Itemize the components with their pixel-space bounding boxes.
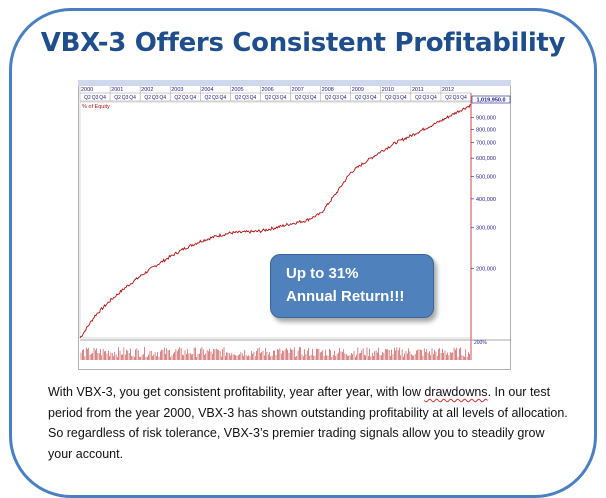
quarter-label: Q3: [272, 95, 279, 101]
description-paragraph: With VBX-3, you get consistent profitabi…: [48, 382, 568, 464]
quarter-label: Q4: [430, 95, 437, 101]
spellcheck-word: drawdowns: [424, 385, 488, 399]
quarter-label: Q3: [92, 95, 99, 101]
page-title: VBX-3 Offers Consistent Profitability: [40, 28, 566, 58]
quarter-label: Q2: [204, 95, 211, 101]
quarter-label: Q2: [295, 95, 302, 101]
y-tick-label: 700,000: [476, 141, 496, 147]
quarter-label: Q4: [340, 95, 347, 101]
chart-year-band: [78, 80, 511, 86]
last-value-label: 1,019,950.0: [476, 98, 505, 104]
quarter-label: Q2: [325, 95, 332, 101]
quarter-label: Q2: [415, 95, 422, 101]
year-label: 2008: [322, 87, 334, 93]
quarter-label: Q4: [189, 95, 196, 101]
quarter-label: Q2: [114, 95, 121, 101]
year-label: 2005: [231, 87, 243, 93]
year-label: 2012: [442, 87, 454, 93]
quarter-label: Q2: [385, 95, 392, 101]
quarter-label: Q3: [453, 95, 460, 101]
quarter-label: Q2: [84, 95, 91, 101]
quarter-label: Q2: [174, 95, 181, 101]
equity-series-line: [79, 103, 472, 339]
quarter-label: Q3: [332, 95, 339, 101]
year-label: 2010: [382, 87, 394, 93]
callout-line-1: Up to 31%: [286, 265, 359, 282]
description-part-2: . In our test period from the year 2000,…: [48, 385, 568, 461]
year-label: 2002: [141, 87, 153, 93]
chart-outer-border: [78, 80, 511, 370]
quarter-label: Q4: [310, 95, 317, 101]
quarter-label: Q2: [355, 95, 362, 101]
callout-line-2: Annual Return!!!: [286, 288, 405, 305]
year-label: 2001: [111, 87, 123, 93]
description-part-1: With VBX-3, you get consistent profitabi…: [48, 385, 425, 399]
quarter-label: Q3: [242, 95, 249, 101]
quarter-label: Q4: [220, 95, 227, 101]
quarter-label: Q3: [212, 95, 219, 101]
y-tick-label: 400,000: [476, 197, 496, 203]
y-axis-title: % of Equity: [82, 104, 110, 110]
quarter-label: Q3: [122, 95, 129, 101]
quarter-label: Q4: [400, 95, 407, 101]
quarter-label: Q3: [152, 95, 159, 101]
year-label: 2004: [201, 87, 213, 93]
quarter-label: Q3: [182, 95, 189, 101]
quarter-label: Q3: [362, 95, 369, 101]
annual-return-callout: Up to 31% Annual Return!!!: [270, 254, 434, 318]
quarter-label: Q3: [302, 95, 309, 101]
last-value-box: [471, 95, 511, 104]
quarter-label: Q4: [280, 95, 287, 101]
year-label: 2009: [352, 87, 364, 93]
quarter-label: Q4: [370, 95, 377, 101]
year-label: 2007: [292, 87, 304, 93]
year-label: 2000: [81, 87, 93, 93]
quarter-label: Q3: [392, 95, 399, 101]
quarter-label: Q4: [159, 95, 166, 101]
quarter-label: Q3: [423, 95, 430, 101]
year-labels: 2000 2001 2002 2003 2004 2005 2006 2007 2008 2009…: [79, 86, 454, 101]
quarter-label: Q2: [445, 95, 452, 101]
y-tick-label: 300,000: [476, 226, 496, 232]
y-tick-label: 600,000: [476, 156, 496, 162]
quarter-label: Q2: [265, 95, 272, 101]
quarter-labels: Q2 Q3 Q4 Q2 Q3 Q4 Q2 Q3 Q4 Q2 Q3 Q4 Q2 Q3 Q4 Q2 Q3 Q4 Q2 Q3…: [84, 95, 467, 101]
lower-pane-label: 200%: [474, 340, 487, 346]
quarter-label: Q2: [144, 95, 151, 101]
year-label: 2003: [171, 87, 183, 93]
y-axis-ticks: 200,000 300,000 400,000 500,000 600,000 700,0…: [471, 115, 496, 272]
equity-chart: 2000 2001 2002 2003 2004 2005 2006 2007 2008 2009…: [78, 80, 511, 370]
quarter-label: Q4: [460, 95, 467, 101]
y-tick-label: 800,000: [476, 127, 496, 133]
quarter-label: Q4: [250, 95, 257, 101]
y-tick-label: 200,000: [476, 266, 496, 272]
year-label: 2006: [261, 87, 273, 93]
year-label: 2011: [412, 87, 424, 93]
y-tick-label: 500,000: [476, 174, 496, 180]
quarter-label: Q4: [99, 95, 106, 101]
y-tick-label: 900,000: [476, 115, 496, 121]
lower-pane-series: [80, 347, 470, 360]
quarter-label: Q2: [235, 95, 242, 101]
quarter-label: Q4: [129, 95, 136, 101]
